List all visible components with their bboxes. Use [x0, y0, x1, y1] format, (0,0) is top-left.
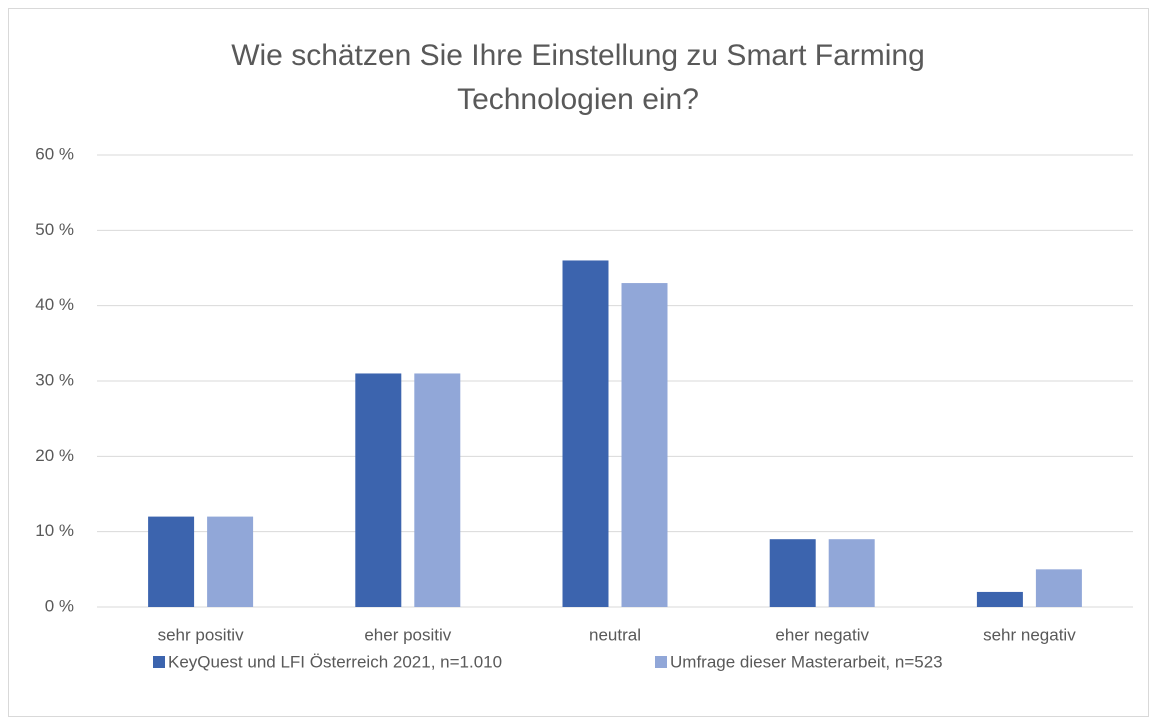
y-tick-label: 20 %: [35, 446, 74, 465]
bar: [562, 260, 609, 607]
y-tick-label: 40 %: [35, 295, 74, 314]
y-tick-label: 60 %: [35, 144, 74, 163]
bar: [1035, 569, 1082, 607]
bar: [207, 516, 254, 607]
x-tick-label: eher positiv: [364, 625, 451, 644]
chart-border: [8, 8, 1149, 717]
x-tick-label: neutral: [589, 625, 641, 644]
bar: [355, 373, 402, 607]
legend-label: Umfrage dieser Masterarbeit, n=523: [670, 652, 943, 671]
legend-label: KeyQuest und LFI Österreich 2021, n=1.01…: [168, 652, 502, 671]
x-tick-label: sehr positiv: [158, 625, 244, 644]
y-tick-label: 30 %: [35, 370, 74, 389]
bar: [414, 373, 461, 607]
legend-swatch: [153, 656, 165, 668]
x-tick-label: eher negativ: [775, 625, 869, 644]
y-tick-label: 0 %: [45, 596, 74, 615]
x-tick-label: sehr negativ: [983, 625, 1076, 644]
y-tick-label: 50 %: [35, 220, 74, 239]
bar: [148, 516, 195, 607]
y-tick-label: 10 %: [35, 521, 74, 540]
legend-swatch: [655, 656, 667, 668]
chart-title: Wie schätzen Sie Ihre Einstellung zu Sma…: [231, 39, 925, 116]
bar: [769, 539, 816, 607]
bar: [828, 539, 875, 607]
bar: [621, 283, 668, 607]
bar: [976, 591, 1023, 607]
